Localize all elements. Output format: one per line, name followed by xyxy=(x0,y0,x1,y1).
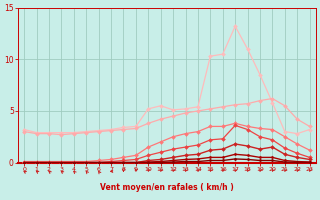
X-axis label: Vent moyen/en rafales ( km/h ): Vent moyen/en rafales ( km/h ) xyxy=(100,183,234,192)
